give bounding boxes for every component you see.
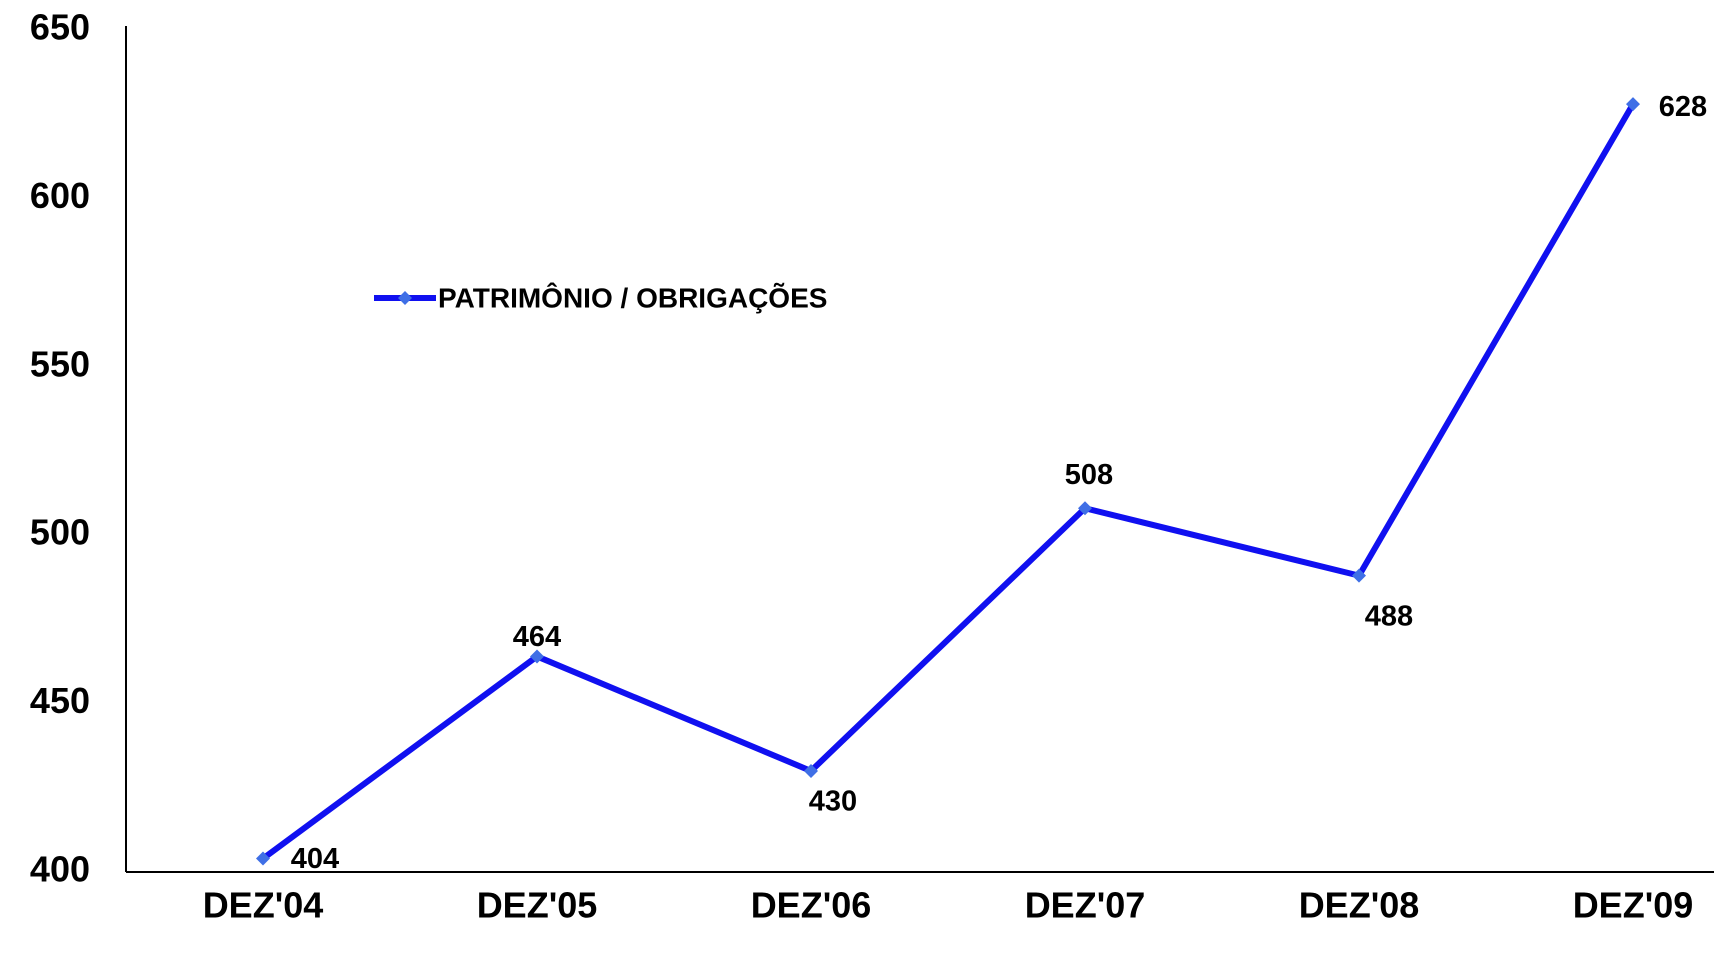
line	[261, 102, 1636, 861]
marker	[804, 763, 818, 778]
data-label: 464	[513, 621, 561, 653]
legend-marker	[398, 291, 412, 305]
x-tick-label: DEZ'05	[477, 885, 598, 926]
y-tick-label: 400	[30, 849, 90, 890]
x-tick-label: DEZ'08	[1299, 885, 1420, 926]
x-tick-label: DEZ'09	[1573, 885, 1694, 926]
data-label: 488	[1365, 600, 1413, 632]
x-tick-label: DEZ'06	[751, 885, 872, 926]
data-label: 508	[1065, 459, 1113, 491]
y-tick-label: 650	[30, 7, 90, 48]
y-tick-label: 450	[30, 680, 90, 721]
legend-label: PATRIMÔNIO / OBRIGAÇÕES	[438, 281, 827, 313]
data-label: 430	[809, 786, 857, 818]
x-tick-label: DEZ'07	[1025, 885, 1146, 926]
y-tick-label: 600	[30, 175, 90, 216]
data-label: 628	[1659, 91, 1707, 123]
y-tick-label: 500	[30, 512, 90, 553]
x-tick-label: DEZ'04	[203, 885, 324, 926]
y-tick-label: 550	[30, 343, 90, 384]
marker	[530, 649, 544, 664]
data-label: 404	[291, 843, 339, 875]
marker	[1352, 568, 1366, 583]
marker	[256, 851, 270, 866]
marker	[1626, 97, 1640, 112]
marker	[1078, 501, 1092, 516]
